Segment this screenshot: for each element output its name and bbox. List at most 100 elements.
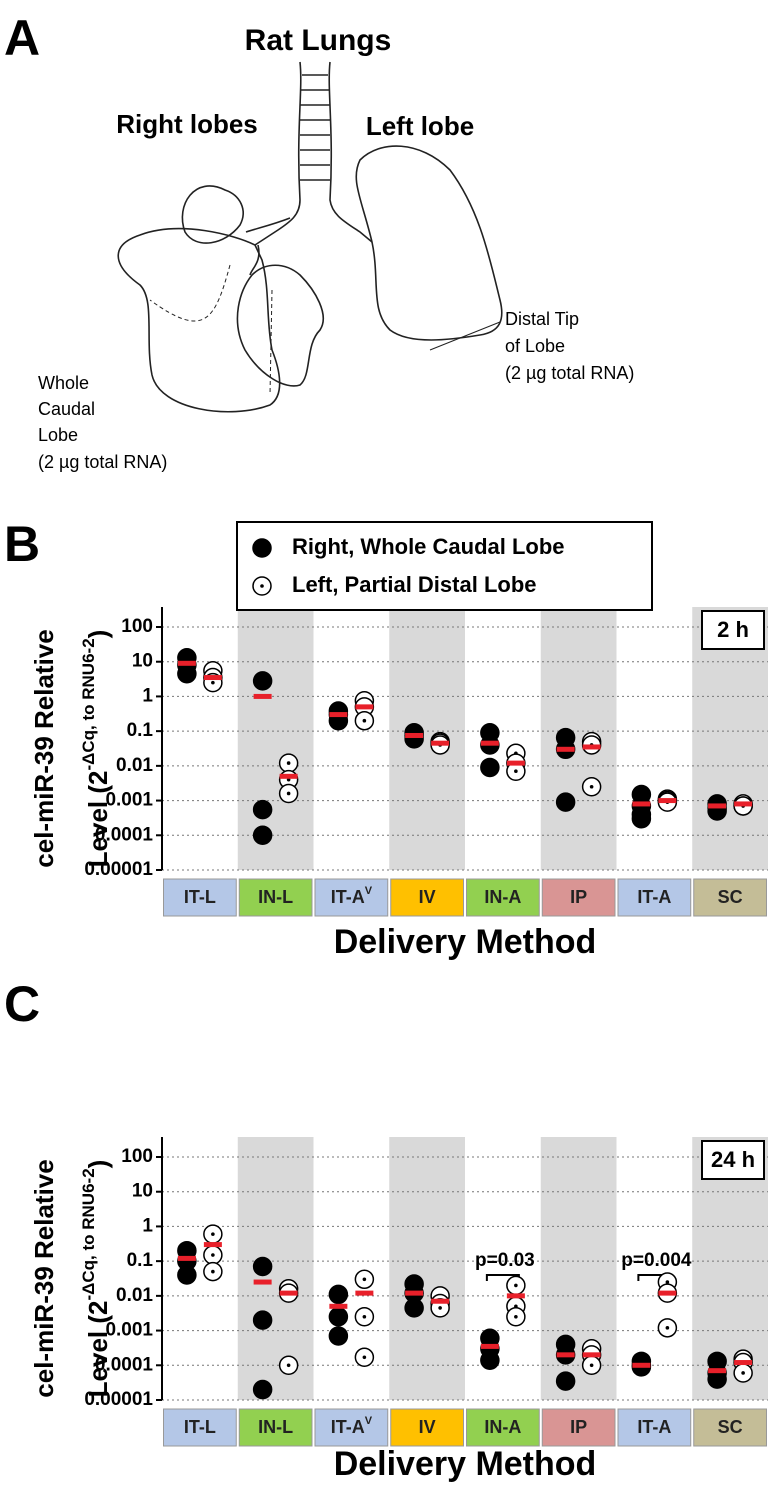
y-label-sup: -ΔCq, to RNU6-2 — [79, 1168, 98, 1300]
marker-dot — [589, 1363, 594, 1368]
median — [405, 1290, 424, 1296]
panel-a: A Rat Lungs Right lobes Left lobe Distal… — [4, 10, 634, 472]
point — [506, 1307, 526, 1327]
point — [354, 1269, 375, 1290]
y-tick-label: 0.1 — [127, 720, 154, 741]
x-tick-text: IP — [570, 1417, 587, 1437]
point — [203, 1245, 223, 1265]
x-tick-label: IT-AV — [331, 1415, 373, 1437]
y-tick-label: 0.01 — [116, 755, 153, 776]
band — [540, 1137, 617, 1400]
x-tick-label: IN-A — [484, 1417, 521, 1437]
x-tick-text: IN-L — [258, 887, 293, 907]
time-label: 24 h — [711, 1147, 755, 1172]
x-tick-text: IT-L — [184, 887, 216, 907]
point — [404, 1298, 424, 1318]
point — [404, 729, 424, 749]
point — [203, 1261, 223, 1282]
median — [329, 712, 348, 718]
marker — [480, 757, 500, 778]
median — [582, 1352, 601, 1358]
marker — [631, 808, 652, 829]
marker — [177, 664, 197, 684]
median — [480, 740, 499, 746]
band — [389, 607, 465, 870]
point — [555, 1371, 576, 1391]
x-tick-label: IN-A — [484, 887, 521, 907]
legend-dot — [260, 584, 264, 588]
marker — [252, 1256, 273, 1277]
marker — [252, 671, 273, 691]
marker-dot — [211, 1253, 215, 1257]
panel-letter: A — [4, 10, 40, 66]
median — [253, 693, 272, 699]
marker — [252, 825, 273, 846]
category-box — [314, 1408, 389, 1447]
x-tick-text: IT-L — [184, 1417, 216, 1437]
point — [631, 808, 652, 829]
point — [328, 1284, 349, 1305]
y-tick-label: 1 — [142, 685, 153, 706]
label: Right lobes — [116, 109, 258, 139]
y-tick-label: 0.001 — [105, 1320, 153, 1341]
marker-dot — [211, 1232, 215, 1236]
x-label: Delivery Method — [334, 923, 597, 961]
x-tick-label: SC — [718, 1417, 743, 1437]
median — [506, 1293, 525, 1299]
band — [540, 607, 617, 870]
y-tick-label: 0.01 — [116, 1285, 153, 1306]
x-tick-label: IP — [570, 887, 587, 907]
marker — [404, 729, 424, 749]
band — [692, 1137, 768, 1400]
median — [177, 660, 196, 666]
point — [354, 1307, 375, 1327]
marker-dot — [741, 1371, 745, 1375]
x-tick-text: IP — [570, 887, 587, 907]
marker — [328, 1284, 349, 1305]
median — [506, 760, 525, 766]
y-tick-label: 10 — [132, 1181, 153, 1202]
point — [581, 777, 602, 797]
marker-dot — [362, 1277, 367, 1282]
median — [658, 1290, 677, 1296]
band — [237, 607, 314, 870]
marker-dot — [589, 784, 594, 789]
median — [177, 1255, 196, 1261]
point — [177, 664, 197, 684]
point — [252, 1256, 273, 1277]
x-tick-text: IN-A — [484, 887, 521, 907]
x-tick-text: IT-A — [637, 1417, 671, 1437]
point — [581, 1355, 602, 1376]
y-tick-label: 0.00001 — [84, 1389, 153, 1410]
y-tick-label: 0.0001 — [95, 824, 154, 845]
x-tick-label: IT-AV — [331, 885, 373, 907]
marker-dot — [665, 1326, 670, 1330]
y-label: Level (2-ΔCq, to RNU6-2) — [79, 630, 112, 868]
marker — [555, 792, 576, 812]
point — [328, 1307, 349, 1327]
point — [555, 792, 576, 812]
label: of Lobe — [505, 336, 565, 356]
median — [279, 773, 298, 779]
x-tick-text: SC — [718, 1417, 743, 1437]
median — [431, 740, 450, 746]
median — [734, 801, 753, 807]
y-tick-label: 0.1 — [127, 1250, 154, 1271]
label: (2 µg total RNA) — [505, 363, 634, 383]
marker-dot — [211, 1269, 215, 1274]
marker — [480, 1350, 500, 1370]
marker — [177, 1265, 197, 1285]
x-tick-text: IV — [419, 1417, 436, 1437]
marker-dot — [286, 761, 291, 765]
marker-dot — [286, 791, 291, 796]
median — [632, 1362, 651, 1368]
marker — [404, 1298, 424, 1318]
y-tick-label: 0.0001 — [95, 1354, 154, 1375]
category-box — [617, 878, 692, 917]
category-box — [314, 878, 389, 917]
marker — [328, 1326, 349, 1346]
x-tick-sup: V — [365, 885, 373, 897]
label: Distal Tip — [505, 309, 579, 329]
x-tick-label: SC — [718, 887, 743, 907]
